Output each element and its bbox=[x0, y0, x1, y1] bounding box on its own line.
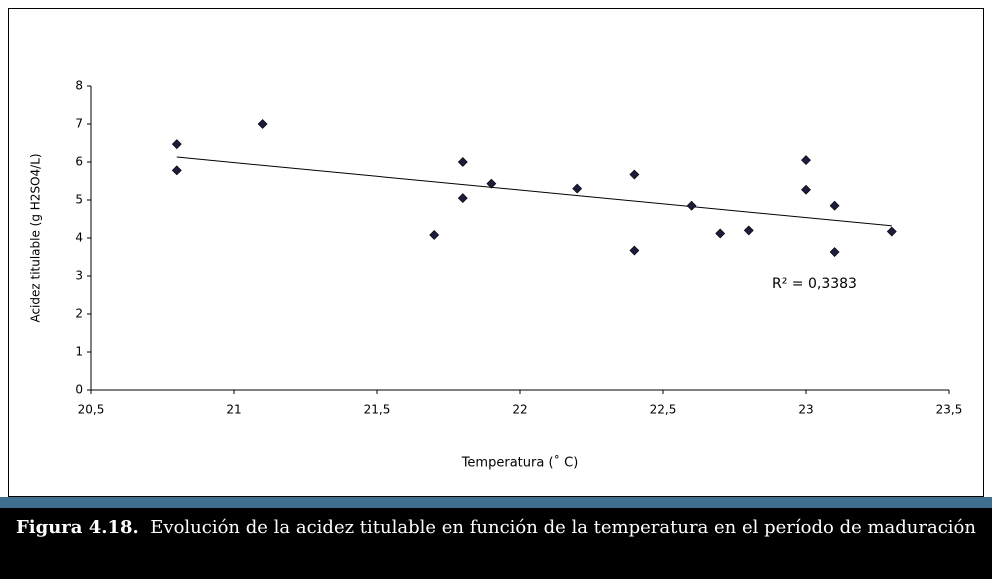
data-point bbox=[886, 226, 897, 237]
data-point bbox=[629, 245, 640, 256]
data-point bbox=[486, 178, 497, 189]
y-axis-label: Acidez titulable (g H2SO4/L) bbox=[29, 153, 43, 322]
y-tick-label: 7 bbox=[75, 117, 83, 131]
x-tick-label: 21,5 bbox=[364, 403, 391, 417]
y-tick-label: 1 bbox=[75, 345, 83, 359]
chart-frame bbox=[8, 8, 984, 497]
data-point bbox=[629, 169, 640, 180]
y-tick-label: 0 bbox=[75, 383, 83, 397]
caption-label: Figura 4.18. bbox=[16, 517, 139, 538]
x-tick-label: 22 bbox=[512, 403, 527, 417]
x-tick-label: 20,5 bbox=[78, 403, 105, 417]
data-point bbox=[171, 139, 182, 150]
data-point bbox=[743, 225, 754, 236]
data-point bbox=[257, 119, 268, 129]
data-point bbox=[171, 165, 182, 176]
data-point bbox=[429, 230, 440, 240]
trendline bbox=[176, 156, 892, 227]
y-tick-label: 5 bbox=[75, 193, 83, 207]
data-point bbox=[457, 193, 468, 204]
annotation: R² = 0,3383 bbox=[772, 276, 857, 292]
x-tick-label: 23,5 bbox=[936, 403, 963, 417]
caption-stripe bbox=[0, 497, 992, 508]
y-tick-label: 6 bbox=[75, 155, 83, 169]
y-tick-label: 8 bbox=[75, 79, 83, 93]
data-point bbox=[801, 155, 811, 166]
data-point bbox=[829, 200, 840, 211]
caption-text: Evolución de la acidez titulable en func… bbox=[150, 517, 976, 538]
x-tick-label: 23 bbox=[798, 403, 813, 417]
caption: Figura 4.18. Evolución de la acidez titu… bbox=[0, 508, 992, 579]
x-axis-label: Temperatura (˚ C) bbox=[461, 455, 579, 471]
y-tick-label: 4 bbox=[75, 231, 83, 245]
y-tick-label: 3 bbox=[75, 269, 83, 283]
data-point bbox=[829, 247, 840, 257]
data-point bbox=[715, 228, 726, 239]
chart: Acidez titulable (g H2SO4/L) Temperatura… bbox=[8, 8, 984, 497]
x-tick-label: 21 bbox=[226, 403, 241, 417]
x-tick-label: 22,5 bbox=[650, 403, 677, 417]
data-point bbox=[686, 200, 697, 211]
data-point bbox=[801, 184, 811, 195]
data-point bbox=[457, 157, 468, 167]
y-tick-label: 2 bbox=[75, 307, 83, 321]
data-point bbox=[572, 183, 583, 194]
